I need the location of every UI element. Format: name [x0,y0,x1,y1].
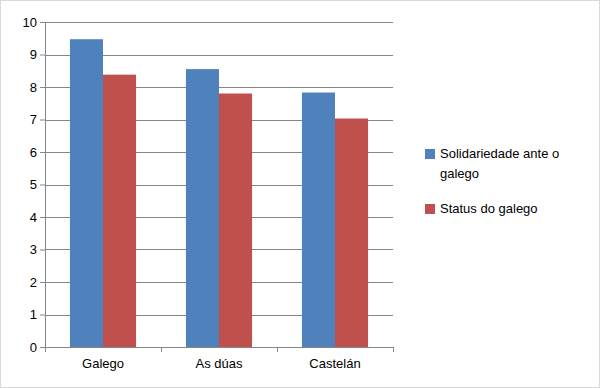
category-separator [393,347,394,352]
y-tick-label: 4 [30,210,37,225]
bar [335,119,368,347]
y-tick-label: 5 [30,177,37,192]
y-tick-label: 7 [30,112,37,127]
y-tick: 6 [30,145,45,160]
y-tick-label: 8 [30,80,37,95]
y-tick: 7 [30,112,45,127]
bar-series [70,39,335,347]
y-tick: 8 [30,80,45,95]
x-axis-line [46,347,394,348]
y-tick-mark [40,152,45,153]
y-tick-mark [40,250,45,251]
y-axis: 0 1 2 3 4 5 6 7 8 9 10 [23,15,46,355]
y-tick-mark [40,120,45,121]
x-tick: Castelán [309,347,360,371]
y-tick: 4 [30,210,45,225]
legend: Solidariedade ante o galego Status do gal… [425,146,563,216]
y-tick-mark [40,315,45,316]
legend-swatch [425,204,435,214]
y-tick: 3 [30,242,45,257]
chart-border [1,1,600,388]
legend-item: Solidariedade ante o galego [425,146,563,181]
y-tick: 2 [30,275,45,290]
y-tick-mark [40,55,45,56]
chart: 0 1 2 3 4 5 6 7 8 9 10 Galego As dúas Castelán Solidar… [0,0,600,388]
y-tick-mark [40,347,45,348]
grid [45,23,393,348]
y-tick-mark [40,217,45,218]
y-tick-mark [40,282,45,283]
grid-line [45,22,393,23]
y-tick-label: 2 [30,275,37,290]
y-tick-label: 3 [30,242,37,257]
bars [70,39,368,347]
y-tick-label: 6 [30,145,37,160]
y-tick-mark [40,87,45,88]
y-tick-mark [40,22,45,23]
grid-line [45,347,393,348]
y-tick-mark [40,185,45,186]
y-tick-label: 1 [30,307,37,322]
category-separator [45,347,46,352]
y-tick: 9 [30,47,45,62]
y-axis-line [45,23,46,348]
bar [219,94,252,348]
y-tick-label: 0 [30,340,37,355]
y-tick: 0 [30,340,45,355]
y-tick-label: 10 [23,15,37,30]
bar [103,75,136,347]
x-tick-label: Galego [82,356,124,371]
x-tick: Galego [82,347,124,371]
legend-item: Status do galego [425,201,538,216]
x-tick-label: Castelán [309,356,360,371]
category-separator [161,347,162,352]
y-tick: 1 [30,307,45,322]
legend-swatch [425,149,435,159]
bar [302,93,335,347]
bar [186,69,219,347]
x-tick: As dúas [196,347,243,371]
legend-label: Status do galego [440,201,538,216]
x-axis: Galego As dúas Castelán [46,347,394,371]
category-separator [277,347,278,352]
y-tick: 10 [23,15,45,30]
x-tick-label: As dúas [196,356,243,371]
y-tick-label: 9 [30,47,37,62]
legend-label: Solidariedade ante o galego [440,146,563,181]
bar-series [103,75,368,347]
bar [70,39,103,347]
y-tick: 5 [30,177,45,192]
